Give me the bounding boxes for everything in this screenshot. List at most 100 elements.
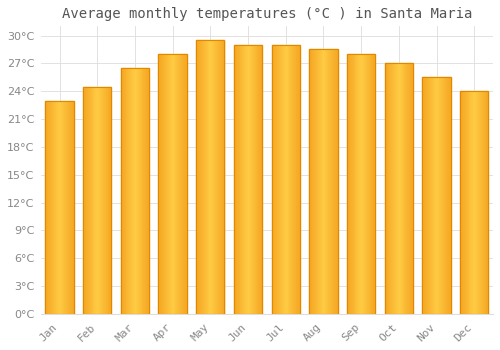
- Bar: [472, 91, 474, 314]
- Bar: [372, 54, 374, 314]
- Bar: [445, 77, 446, 314]
- Bar: [404, 63, 406, 314]
- Bar: [482, 91, 484, 314]
- Bar: [185, 54, 186, 314]
- Bar: [465, 91, 466, 314]
- Bar: [163, 54, 164, 314]
- Bar: [132, 68, 133, 314]
- Bar: [411, 63, 412, 314]
- Bar: [96, 86, 97, 314]
- Bar: [105, 86, 106, 314]
- Bar: [242, 45, 244, 314]
- Bar: [68, 100, 69, 314]
- Bar: [90, 86, 92, 314]
- Bar: [329, 49, 330, 314]
- Bar: [83, 86, 84, 314]
- Bar: [94, 86, 96, 314]
- Bar: [128, 68, 130, 314]
- Bar: [146, 68, 147, 314]
- Bar: [394, 63, 395, 314]
- Bar: [464, 91, 465, 314]
- Bar: [135, 68, 136, 314]
- Bar: [425, 77, 426, 314]
- Bar: [258, 45, 260, 314]
- Bar: [281, 45, 282, 314]
- Bar: [133, 68, 134, 314]
- Bar: [475, 91, 476, 314]
- Bar: [366, 54, 367, 314]
- Bar: [218, 40, 219, 314]
- Bar: [368, 54, 370, 314]
- Bar: [466, 91, 468, 314]
- Bar: [406, 63, 408, 314]
- Bar: [367, 54, 368, 314]
- Bar: [121, 68, 149, 314]
- Bar: [249, 45, 250, 314]
- Bar: [310, 49, 311, 314]
- Bar: [196, 40, 197, 314]
- Bar: [88, 86, 89, 314]
- Bar: [400, 63, 402, 314]
- Bar: [174, 54, 176, 314]
- Bar: [334, 49, 336, 314]
- Bar: [170, 54, 172, 314]
- Bar: [310, 49, 338, 314]
- Bar: [158, 54, 187, 314]
- Bar: [333, 49, 334, 314]
- Bar: [292, 45, 294, 314]
- Bar: [172, 54, 174, 314]
- Bar: [363, 54, 364, 314]
- Bar: [297, 45, 298, 314]
- Bar: [462, 91, 463, 314]
- Bar: [444, 77, 445, 314]
- Bar: [87, 86, 88, 314]
- Bar: [84, 86, 85, 314]
- Bar: [234, 45, 235, 314]
- Bar: [412, 63, 413, 314]
- Bar: [70, 100, 71, 314]
- Bar: [147, 68, 148, 314]
- Bar: [272, 45, 300, 314]
- Bar: [216, 40, 217, 314]
- Bar: [336, 49, 338, 314]
- Bar: [327, 49, 328, 314]
- Bar: [65, 100, 66, 314]
- Bar: [352, 54, 354, 314]
- Bar: [184, 54, 185, 314]
- Bar: [449, 77, 450, 314]
- Bar: [288, 45, 290, 314]
- Bar: [124, 68, 126, 314]
- Bar: [250, 45, 251, 314]
- Bar: [318, 49, 320, 314]
- Bar: [248, 45, 249, 314]
- Bar: [52, 100, 53, 314]
- Bar: [256, 45, 258, 314]
- Bar: [436, 77, 438, 314]
- Bar: [168, 54, 169, 314]
- Bar: [46, 100, 48, 314]
- Bar: [441, 77, 442, 314]
- Bar: [66, 100, 67, 314]
- Bar: [97, 86, 98, 314]
- Bar: [236, 45, 238, 314]
- Bar: [126, 68, 128, 314]
- Bar: [384, 63, 413, 314]
- Bar: [260, 45, 261, 314]
- Bar: [244, 45, 245, 314]
- Bar: [279, 45, 280, 314]
- Bar: [395, 63, 396, 314]
- Bar: [106, 86, 108, 314]
- Bar: [477, 91, 478, 314]
- Bar: [463, 91, 464, 314]
- Bar: [131, 68, 132, 314]
- Bar: [202, 40, 203, 314]
- Bar: [299, 45, 300, 314]
- Bar: [100, 86, 101, 314]
- Bar: [103, 86, 104, 314]
- Bar: [364, 54, 365, 314]
- Bar: [220, 40, 222, 314]
- Bar: [440, 77, 441, 314]
- Bar: [167, 54, 168, 314]
- Bar: [428, 77, 429, 314]
- Bar: [158, 54, 160, 314]
